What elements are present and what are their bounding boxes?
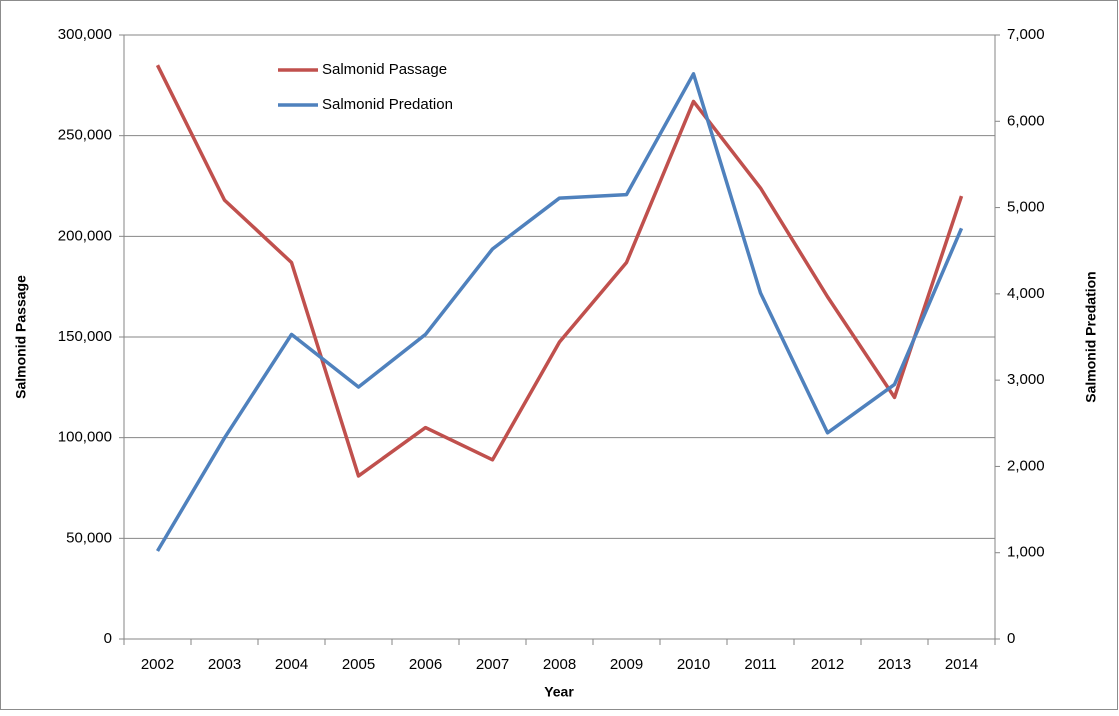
x-tick-label: 2005 [342, 656, 375, 673]
y2-tick-label: 3,000 [1007, 371, 1045, 388]
x-tick-label: 2004 [275, 656, 308, 673]
y-tick-label: 0 [104, 630, 112, 647]
x-tick-label: 2012 [811, 656, 844, 673]
x-tick-label: 2009 [610, 656, 643, 673]
y2-tick-label: 4,000 [1007, 285, 1045, 302]
y2-axis-title: Salmonid Predation [1083, 271, 1099, 402]
y-tick-label: 200,000 [58, 227, 112, 244]
y-axis-title: Salmonid Passage [13, 275, 29, 399]
x-tick-label: 2002 [141, 656, 174, 673]
y2-tick-label: 1,000 [1007, 544, 1045, 561]
legend-label: Salmonid Predation [322, 96, 453, 113]
x-tick-label: 2003 [208, 656, 241, 673]
x-tick-label: 2008 [543, 656, 576, 673]
y-tick-label: 300,000 [58, 26, 112, 43]
x-axis-title: Year [544, 684, 574, 700]
y2-tick-label: 0 [1007, 630, 1015, 647]
series-line [155, 64, 964, 478]
y-tick-label: 100,000 [58, 429, 112, 446]
legend-label: Salmonid Passage [322, 61, 447, 78]
x-tick-label: 2011 [744, 656, 776, 673]
y-tick-label: 50,000 [66, 529, 112, 546]
x-tick-label: 2014 [945, 656, 978, 673]
x-tick-label: 2006 [409, 656, 442, 673]
y2-tick-label: 7,000 [1007, 26, 1045, 43]
x-tick-label: 2010 [677, 656, 710, 673]
series-line [155, 72, 964, 552]
x-tick-label: 2007 [476, 656, 509, 673]
y2-tick-label: 2,000 [1007, 457, 1045, 474]
y-tick-label: 150,000 [58, 328, 112, 345]
y2-tick-label: 6,000 [1007, 112, 1045, 129]
y-tick-label: 250,000 [58, 127, 112, 144]
x-tick-label: 2013 [878, 656, 911, 673]
y2-tick-label: 5,000 [1007, 199, 1045, 216]
